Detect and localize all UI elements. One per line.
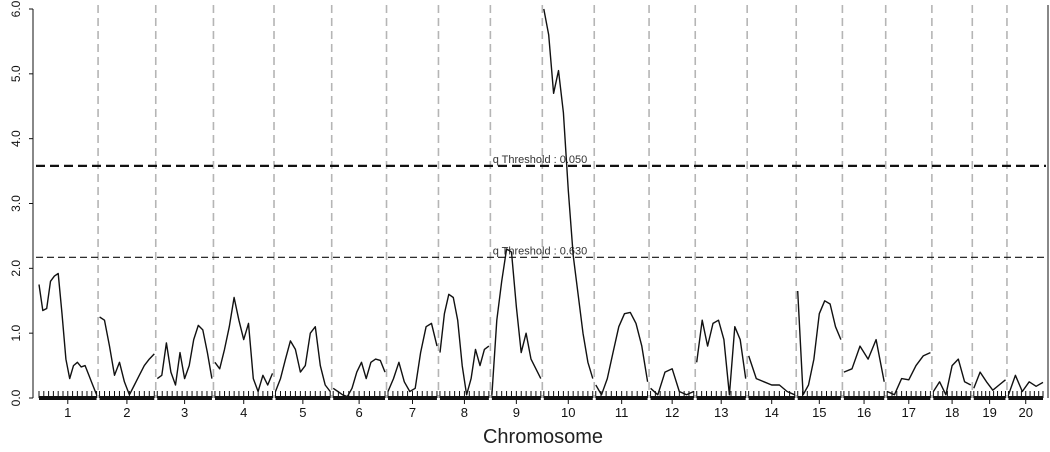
x-tick-label: 6: [355, 405, 362, 420]
chromosome-separators: [97, 5, 1008, 398]
marker-rug-bar: [748, 396, 795, 400]
marker-rug-bar: [99, 396, 155, 400]
lod-curve-chr-13: [696, 319, 747, 396]
x-tick-label: 20: [1018, 405, 1032, 420]
threshold-label: q Threshold : 0.050: [493, 154, 588, 166]
threshold-lines: q Threshold : 0.050 q Threshold : 0.630: [36, 154, 1046, 258]
lod-curve-chr-7: [387, 322, 438, 393]
x-tick-label: 13: [714, 405, 728, 420]
x-axis: 1 2 3 4 5 6 7 8 9 10 11 12 13 14 15 16 17 18 19 20: [64, 400, 1033, 420]
lod-curve-chr-14: [748, 355, 795, 396]
marker-rug-bar: [275, 396, 331, 400]
lod-curve-chr-3: [156, 324, 213, 386]
x-tick-label: 2: [123, 405, 130, 420]
marker-rug-bar: [157, 396, 212, 400]
y-tick-label: 4.0: [9, 130, 23, 147]
lod-curve-chr-8: [439, 293, 490, 396]
lod-curve-chr-9: [491, 248, 542, 395]
y-tick-label: 0.0: [9, 389, 23, 406]
lod-curve-chr-11: [595, 311, 649, 396]
x-tick-label: 3: [181, 405, 188, 420]
lod-curve-chr-20: [1007, 374, 1044, 396]
marker-rug: [38, 391, 1044, 400]
y-tick-label: 6.0: [9, 0, 23, 17]
x-tick-label: 9: [513, 405, 520, 420]
lod-curve-chr-16: [843, 338, 885, 382]
x-tick-label: 12: [665, 405, 679, 420]
y-tick-label: 3.0: [9, 195, 23, 212]
x-tick-label: 8: [461, 405, 468, 420]
x-tick-label: 5: [299, 405, 306, 420]
lod-curve-chr-6: [332, 358, 386, 398]
x-axis-label: Chromosome: [483, 426, 603, 447]
x-tick-label: 18: [945, 405, 959, 420]
lod-curve-chr-17: [886, 351, 931, 396]
y-axis: 0.0 1.0 2.0 3.0 4.0 5.0 6.0: [9, 0, 1049, 406]
threshold-label: q Threshold : 0.630: [493, 245, 588, 257]
lod-curve-chr-18: [932, 358, 972, 396]
lod-curve-chr-4: [214, 296, 274, 393]
y-tick-label: 2.0: [9, 260, 23, 277]
x-tick-label: 14: [764, 405, 778, 420]
lod-curve-chr-12: [650, 368, 694, 396]
marker-rug-bar: [797, 396, 841, 400]
marker-rug-bar: [650, 396, 694, 400]
lod-curve-chr-1: [38, 272, 98, 396]
x-tick-label: 4: [240, 405, 247, 420]
lod-curve-chr-15: [797, 290, 842, 396]
lod-curve-chr-2: [99, 316, 155, 396]
y-tick-label: 5.0: [9, 65, 23, 82]
x-tick-label: 10: [561, 405, 575, 420]
x-tick-label: 15: [812, 405, 826, 420]
lod-curve-chr-5: [274, 326, 331, 392]
y-tick-label: 1.0: [9, 325, 23, 342]
x-tick-label: 19: [982, 405, 996, 420]
lod-curve-chr-19: [973, 371, 1006, 391]
x-tick-label: 11: [615, 405, 629, 420]
marker-rug-bar: [887, 396, 931, 400]
x-tick-label: 7: [409, 405, 416, 420]
x-tick-label: 16: [857, 405, 871, 420]
x-tick-label: 17: [902, 405, 916, 420]
lod-curves: [38, 8, 1044, 398]
x-tick-label: 1: [64, 405, 71, 420]
lod-curve-chr-10: [543, 8, 594, 379]
